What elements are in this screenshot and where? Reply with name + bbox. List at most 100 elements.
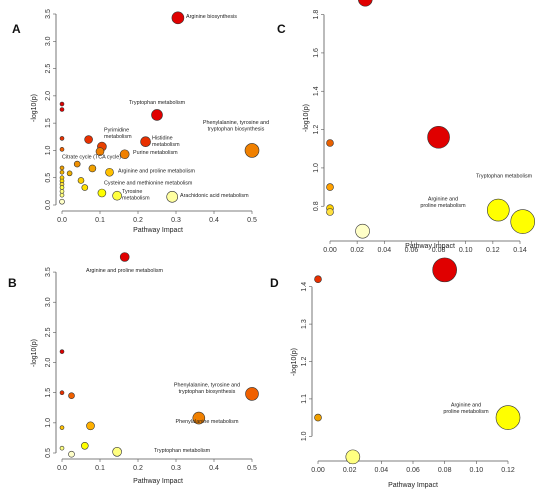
y-axis-title: -log10(p) <box>31 339 38 367</box>
x-tick-label: 0.2 <box>133 465 143 472</box>
point-label: Arginine and proline metabolism <box>443 402 489 415</box>
data-point <box>486 198 510 222</box>
point-label-line: metabolism <box>104 134 132 140</box>
point-label: Arginine and proline metabolism <box>118 168 196 174</box>
panel-letter: A <box>12 22 21 36</box>
data-point <box>140 136 151 147</box>
x-tick-label: 0.5 <box>247 217 257 224</box>
point-label: Phenylalanine, tyrosine and tryptophan bi… <box>174 383 240 396</box>
y-tick-label: 0.5 <box>45 448 52 458</box>
y-tick-label: 1.6 <box>313 48 320 58</box>
data-point <box>68 392 75 400</box>
x-tick-label: 0.06 <box>405 247 419 254</box>
point-label: Tryptophan metabolism <box>476 174 533 180</box>
data-point <box>77 177 85 184</box>
panel-letter: D <box>270 276 279 290</box>
point-label-line: Tyrosine <box>122 189 142 195</box>
x-tick-label: 0.4 <box>209 217 219 224</box>
point-label: Histidine metabolism <box>152 136 180 149</box>
y-tick-label: 0.5 <box>45 173 52 183</box>
point-label: Phenylalanine metabolism <box>176 419 239 425</box>
data-point <box>66 170 73 177</box>
data-point <box>358 0 373 7</box>
data-point <box>59 147 65 152</box>
data-point <box>345 449 361 465</box>
y-tick-label: 2.5 <box>45 64 52 74</box>
data-point <box>171 11 185 25</box>
y-tick-label: 2.0 <box>45 358 52 368</box>
y-tick-label: 0.8 <box>313 201 320 211</box>
y-tick-label: 1.4 <box>301 282 308 292</box>
x-tick-label: 0.1 <box>95 217 105 224</box>
x-axis-title: Pathway Impact <box>133 478 183 485</box>
x-tick-label: 0.10 <box>470 467 484 474</box>
data-point <box>314 413 322 422</box>
data-point <box>112 190 122 201</box>
x-tick-label: 0.14 <box>513 247 527 254</box>
panel-c: C 0.00 0.02 0.04 0.06 0.08 0.10 0.12 0.14 0.8 1.0 1… <box>277 0 536 254</box>
point-label-line: Arginine and <box>428 197 458 203</box>
point-label-line: Pyrimidine <box>104 127 129 133</box>
data-point <box>314 275 322 284</box>
x-tick-label: 0.5 <box>247 465 257 472</box>
y-tick-label: 1.5 <box>45 388 52 398</box>
y-tick-label: 3.5 <box>45 9 52 19</box>
point-label-line: Arginine and <box>451 402 481 408</box>
y-tick-label: 1.1 <box>301 394 308 404</box>
point-label: Tryptophan metabolism <box>129 100 186 106</box>
panel-letter: B <box>8 276 17 290</box>
x-tick-label: 0.06 <box>406 467 420 474</box>
x-tick-label: 0.10 <box>459 247 473 254</box>
data-point <box>81 441 89 450</box>
x-axis-title: Pathway Impact <box>133 227 183 234</box>
panel-d: D 0.00 0.02 0.04 0.06 0.08 0.10 0.12 1.0 1.1 1.2 1.… <box>270 257 521 489</box>
point-label-line: metabolism <box>122 195 150 201</box>
data-point <box>166 191 178 203</box>
y-tick-label: 1.8 <box>313 10 320 20</box>
point-label-line: proline metabolism <box>443 409 489 415</box>
y-tick-label: 1.3 <box>301 319 308 329</box>
point-label: Phenylalanine, tyrosine and tryptophan bi… <box>203 120 269 133</box>
data-point <box>244 143 260 158</box>
point-label-line: proline metabolism <box>420 203 466 209</box>
point-label: Tryptophan metabolism <box>154 448 211 454</box>
data-point <box>59 165 65 171</box>
x-tick-label: 0.3 <box>171 217 181 224</box>
data-point <box>510 209 536 234</box>
data-point <box>68 450 75 458</box>
y-tick-label: 1.0 <box>45 145 52 155</box>
data-point <box>112 446 122 457</box>
data-point <box>59 189 65 194</box>
data-point <box>326 208 334 216</box>
x-tick-label: 0.1 <box>95 465 105 472</box>
y-tick-label: 1.4 <box>313 86 320 96</box>
point-label-line: Histidine <box>152 136 173 142</box>
data-point <box>105 167 114 177</box>
data-point <box>192 411 206 425</box>
y-tick-label: 1.5 <box>45 118 52 128</box>
panel-a: A 0.0 0.1 0.2 0.3 0.4 0.5 0.0 0.5 1.0 1.5 2.0 2.5 3.0… <box>12 9 269 234</box>
x-tick-label: 0.0 <box>57 217 67 224</box>
data-point <box>326 139 334 147</box>
data-point <box>245 387 259 401</box>
point-label-line: metabolism <box>152 142 180 148</box>
point-label: Arginine biosynthesis <box>186 14 237 20</box>
x-tick-label: 0.3 <box>171 465 181 472</box>
y-tick-label: 1.2 <box>301 357 308 367</box>
data-point <box>59 185 65 190</box>
data-point <box>119 252 130 262</box>
y-tick-label: 3.0 <box>45 297 52 307</box>
x-tick-label: 0.4 <box>209 465 219 472</box>
data-point <box>59 136 65 141</box>
x-tick-label: 0.08 <box>438 467 452 474</box>
y-tick-label: 1.0 <box>313 163 320 173</box>
x-tick-label: 0.04 <box>375 467 389 474</box>
y-tick-label: 1.0 <box>301 431 308 441</box>
y-tick-label: 3.0 <box>45 36 52 46</box>
data-point <box>81 184 89 191</box>
data-point <box>88 164 97 173</box>
y-axis-title: -log10(p) <box>31 94 38 122</box>
data-point <box>86 421 95 431</box>
data-point <box>84 135 93 144</box>
